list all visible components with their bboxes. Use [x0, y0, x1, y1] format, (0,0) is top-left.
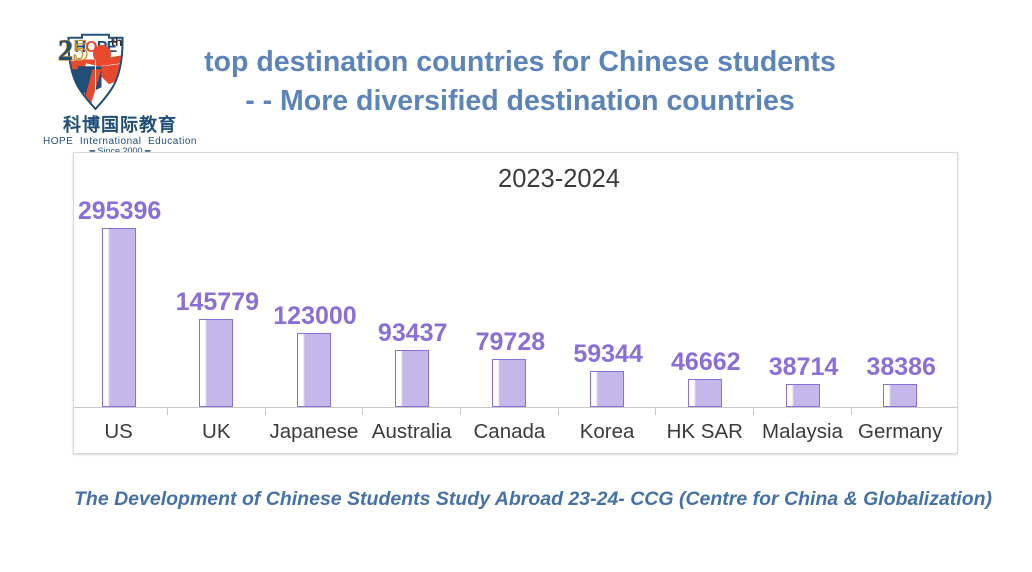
svg-text:2: 2	[58, 34, 73, 67]
svg-text:th: th	[111, 35, 122, 49]
